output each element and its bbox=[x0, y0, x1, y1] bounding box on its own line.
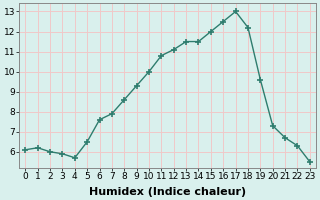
X-axis label: Humidex (Indice chaleur): Humidex (Indice chaleur) bbox=[89, 187, 246, 197]
